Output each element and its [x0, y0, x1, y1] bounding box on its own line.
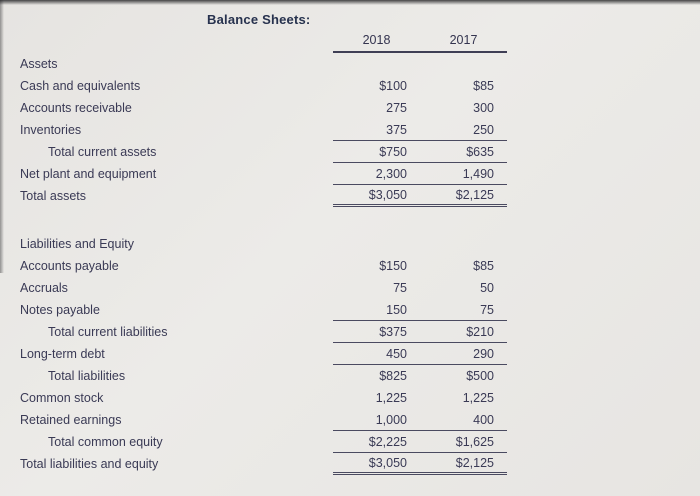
row-label: Inventories — [20, 123, 82, 137]
value-2018: $100 — [379, 79, 407, 93]
row-label: Accounts receivable — [20, 101, 132, 115]
value-2017: $85 — [473, 79, 494, 93]
value-2018: 75 — [393, 281, 407, 295]
value-2017: 75 — [480, 302, 494, 317]
value-2017: $2,125 — [455, 187, 494, 202]
value-2017: $500 — [466, 369, 494, 383]
section-label: Liabilities and Equity — [20, 237, 134, 251]
row-total-current-assets: Total current assets $750 $635 — [20, 141, 507, 163]
row-total-liabilities-and-equity: Total liabilities and equity $3,050 $2,12… — [20, 453, 507, 475]
header-spacer — [20, 33, 333, 53]
value-2017: $2,125 — [455, 455, 494, 470]
value-2017: $635 — [466, 144, 494, 159]
value-2018: 275 — [386, 101, 407, 115]
row-total-common-equity: Total common equity $2,225 $1,625 — [20, 431, 507, 453]
year-header-row: 2018 2017 — [20, 33, 507, 53]
value-2018: $3,050 — [368, 187, 407, 202]
row-label: Total common equity — [48, 435, 163, 449]
value-2017: 300 — [473, 101, 494, 115]
row-label: Total liabilities and equity — [20, 457, 159, 471]
row-label: Total current liabilities — [48, 325, 168, 339]
row-accruals: Accruals 75 50 — [20, 277, 507, 299]
value-2017: $1,625 — [455, 434, 494, 449]
value-2017: 50 — [480, 281, 494, 295]
row-label: Retained earnings — [20, 413, 122, 427]
balance-sheet-table: 2018 2017 Assets Cash and equivalents $1… — [20, 33, 507, 475]
value-2018: 450 — [386, 346, 407, 361]
value-2017: 1,225 — [462, 391, 494, 405]
row-label: Accounts payable — [20, 259, 119, 273]
value-2017: 400 — [473, 412, 494, 427]
value-2017: 1,490 — [462, 166, 494, 181]
value-2018: 1,225 — [375, 391, 407, 405]
row-label: Common stock — [20, 391, 104, 405]
row-label: Total assets — [20, 189, 87, 203]
row-retained-earnings: Retained earnings 1,000 400 — [20, 409, 507, 431]
row-net-plant-and-equipment: Net plant and equipment 2,300 1,490 — [20, 163, 507, 185]
value-2018: 150 — [386, 302, 407, 317]
value-2018: 1,000 — [375, 412, 407, 427]
row-label: Total liabilities — [48, 369, 126, 383]
row-cash-and-equivalents: Cash and equivalents $100 $85 — [20, 75, 507, 97]
value-2018: 375 — [386, 122, 407, 137]
row-label: Total current assets — [48, 145, 157, 159]
section-header-assets: Assets — [20, 53, 507, 75]
row-accounts-receivable: Accounts receivable 275 300 — [20, 97, 507, 119]
row-label: Accruals — [20, 281, 68, 295]
value-2018: $750 — [379, 144, 407, 159]
section-label: Assets — [20, 57, 58, 71]
row-long-term-debt: Long-term debt 450 290 — [20, 343, 507, 365]
value-2018: 2,300 — [375, 166, 407, 181]
year-header-cells: 2018 2017 — [333, 33, 507, 53]
row-notes-payable: Notes payable 150 75 — [20, 299, 507, 321]
row-accounts-payable: Accounts payable $150 $85 — [20, 255, 507, 277]
section-header-liabilities-and-equity: Liabilities and Equity — [20, 233, 507, 255]
row-inventories: Inventories 375 250 — [20, 119, 507, 141]
column-header-2017: 2017 — [449, 33, 478, 47]
column-header-2018: 2018 — [362, 33, 391, 47]
value-2017: 290 — [473, 346, 494, 361]
row-label: Cash and equivalents — [20, 79, 141, 93]
row-label: Notes payable — [20, 303, 100, 317]
balance-sheet-document: Balance Sheets: 2018 2017 Assets Cash an… — [20, 12, 507, 475]
value-2018: $2,225 — [368, 434, 407, 449]
value-2018: $3,050 — [368, 455, 407, 470]
row-total-liabilities: Total liabilities $825 $500 — [20, 365, 507, 387]
value-2017: $210 — [466, 324, 494, 339]
row-total-current-liabilities: Total current liabilities $375 $210 — [20, 321, 507, 343]
page-title: Balance Sheets: — [207, 12, 311, 27]
value-2017: $85 — [473, 259, 494, 273]
row-label: Long-term debt — [20, 347, 105, 361]
value-2018: $150 — [379, 259, 407, 273]
value-2018: $825 — [379, 369, 407, 383]
value-2017: 250 — [473, 122, 494, 137]
row-label: Net plant and equipment — [20, 167, 157, 181]
value-2018: $375 — [379, 324, 407, 339]
row-common-stock: Common stock 1,225 1,225 — [20, 387, 507, 409]
row-total-assets: Total assets $3,050 $2,125 — [20, 185, 507, 207]
